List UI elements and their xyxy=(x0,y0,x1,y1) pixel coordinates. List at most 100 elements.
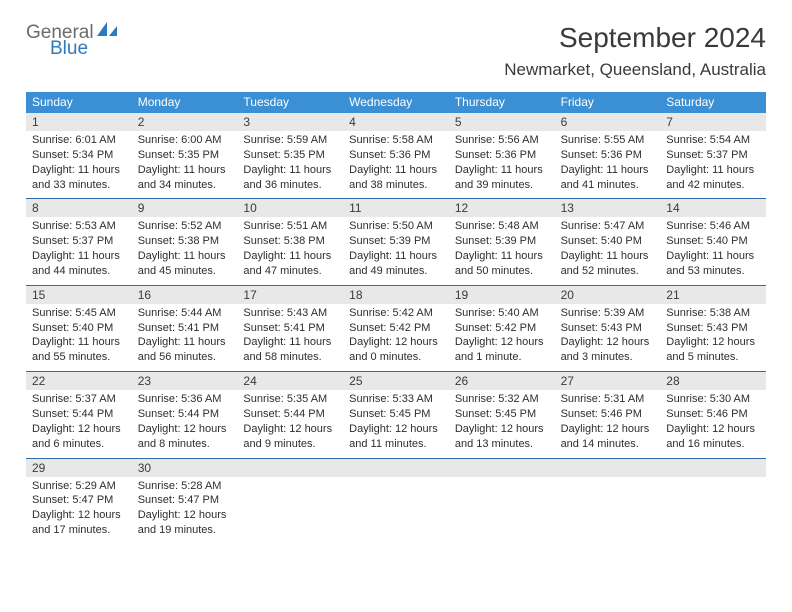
sunset-text: Sunset: 5:43 PM xyxy=(561,321,655,336)
daylight-text: Daylight: 11 hours and 33 minutes. xyxy=(32,163,126,193)
day-data: Sunrise: 5:50 AMSunset: 5:39 PMDaylight:… xyxy=(343,217,449,284)
daylight-text: Daylight: 12 hours and 0 minutes. xyxy=(349,335,443,365)
day-data: Sunrise: 5:47 AMSunset: 5:40 PMDaylight:… xyxy=(555,217,661,284)
day-number xyxy=(449,459,555,477)
calendar-cell xyxy=(237,459,343,544)
day-header: Thursday xyxy=(449,92,555,113)
sunset-text: Sunset: 5:45 PM xyxy=(349,407,443,422)
sunrise-text: Sunrise: 5:32 AM xyxy=(455,392,549,407)
day-data: Sunrise: 5:52 AMSunset: 5:38 PMDaylight:… xyxy=(132,217,238,284)
day-number: 2 xyxy=(132,113,238,131)
daylight-text: Daylight: 12 hours and 17 minutes. xyxy=(32,508,126,538)
sunrise-text: Sunrise: 5:28 AM xyxy=(138,479,232,494)
daylight-text: Daylight: 11 hours and 52 minutes. xyxy=(561,249,655,279)
daylight-text: Daylight: 12 hours and 8 minutes. xyxy=(138,422,232,452)
day-data: Sunrise: 5:48 AMSunset: 5:39 PMDaylight:… xyxy=(449,217,555,284)
sunset-text: Sunset: 5:46 PM xyxy=(666,407,760,422)
day-number: 24 xyxy=(237,372,343,390)
day-number xyxy=(555,459,661,477)
sunrise-text: Sunrise: 5:35 AM xyxy=(243,392,337,407)
sunset-text: Sunset: 5:35 PM xyxy=(138,148,232,163)
daylight-text: Daylight: 11 hours and 36 minutes. xyxy=(243,163,337,193)
day-data: Sunrise: 5:51 AMSunset: 5:38 PMDaylight:… xyxy=(237,217,343,284)
sunrise-text: Sunrise: 5:42 AM xyxy=(349,306,443,321)
day-number: 23 xyxy=(132,372,238,390)
daylight-text: Daylight: 11 hours and 42 minutes. xyxy=(666,163,760,193)
calendar-cell: 27Sunrise: 5:31 AMSunset: 5:46 PMDayligh… xyxy=(555,372,661,457)
sunrise-text: Sunrise: 5:40 AM xyxy=(455,306,549,321)
sunrise-text: Sunrise: 5:44 AM xyxy=(138,306,232,321)
sunrise-text: Sunrise: 5:45 AM xyxy=(32,306,126,321)
sunset-text: Sunset: 5:47 PM xyxy=(32,493,126,508)
daylight-text: Daylight: 11 hours and 56 minutes. xyxy=(138,335,232,365)
day-number: 15 xyxy=(26,286,132,304)
day-data: Sunrise: 6:01 AMSunset: 5:34 PMDaylight:… xyxy=(26,131,132,198)
sunset-text: Sunset: 5:44 PM xyxy=(243,407,337,422)
sunrise-text: Sunrise: 6:00 AM xyxy=(138,133,232,148)
sunset-text: Sunset: 5:36 PM xyxy=(349,148,443,163)
day-data xyxy=(343,477,449,535)
daylight-text: Daylight: 11 hours and 38 minutes. xyxy=(349,163,443,193)
daylight-text: Daylight: 11 hours and 45 minutes. xyxy=(138,249,232,279)
day-number: 19 xyxy=(449,286,555,304)
day-number: 22 xyxy=(26,372,132,390)
day-number: 29 xyxy=(26,459,132,477)
day-data: Sunrise: 5:45 AMSunset: 5:40 PMDaylight:… xyxy=(26,304,132,371)
day-data: Sunrise: 5:44 AMSunset: 5:41 PMDaylight:… xyxy=(132,304,238,371)
sunrise-text: Sunrise: 5:54 AM xyxy=(666,133,760,148)
sunset-text: Sunset: 5:34 PM xyxy=(32,148,126,163)
day-data: Sunrise: 5:42 AMSunset: 5:42 PMDaylight:… xyxy=(343,304,449,371)
day-number: 20 xyxy=(555,286,661,304)
day-number: 11 xyxy=(343,199,449,217)
calendar-cell: 25Sunrise: 5:33 AMSunset: 5:45 PMDayligh… xyxy=(343,372,449,457)
day-data: Sunrise: 5:54 AMSunset: 5:37 PMDaylight:… xyxy=(660,131,766,198)
calendar-cell: 28Sunrise: 5:30 AMSunset: 5:46 PMDayligh… xyxy=(660,372,766,457)
calendar-cell: 22Sunrise: 5:37 AMSunset: 5:44 PMDayligh… xyxy=(26,372,132,457)
calendar-cell: 10Sunrise: 5:51 AMSunset: 5:38 PMDayligh… xyxy=(237,199,343,284)
calendar-cell xyxy=(660,459,766,544)
sunset-text: Sunset: 5:45 PM xyxy=(455,407,549,422)
day-data xyxy=(449,477,555,535)
day-header: Saturday xyxy=(660,92,766,113)
day-number: 27 xyxy=(555,372,661,390)
day-number: 8 xyxy=(26,199,132,217)
calendar-cell: 5Sunrise: 5:56 AMSunset: 5:36 PMDaylight… xyxy=(449,113,555,198)
daylight-text: Daylight: 11 hours and 53 minutes. xyxy=(666,249,760,279)
daylight-text: Daylight: 12 hours and 14 minutes. xyxy=(561,422,655,452)
sunrise-text: Sunrise: 5:58 AM xyxy=(349,133,443,148)
calendar-cell: 1Sunrise: 6:01 AMSunset: 5:34 PMDaylight… xyxy=(26,113,132,198)
calendar-cell: 15Sunrise: 5:45 AMSunset: 5:40 PMDayligh… xyxy=(26,286,132,371)
week-row: 1Sunrise: 6:01 AMSunset: 5:34 PMDaylight… xyxy=(26,113,766,198)
day-data: Sunrise: 5:43 AMSunset: 5:41 PMDaylight:… xyxy=(237,304,343,371)
sunrise-text: Sunrise: 5:39 AM xyxy=(561,306,655,321)
sunrise-text: Sunrise: 5:36 AM xyxy=(138,392,232,407)
day-data: Sunrise: 5:35 AMSunset: 5:44 PMDaylight:… xyxy=(237,390,343,457)
day-number: 14 xyxy=(660,199,766,217)
sunrise-text: Sunrise: 5:46 AM xyxy=(666,219,760,234)
day-number: 17 xyxy=(237,286,343,304)
daylight-text: Daylight: 11 hours and 41 minutes. xyxy=(561,163,655,193)
title-block: September 2024 Newmarket, Queensland, Au… xyxy=(504,22,766,80)
daylight-text: Daylight: 12 hours and 11 minutes. xyxy=(349,422,443,452)
sunset-text: Sunset: 5:38 PM xyxy=(243,234,337,249)
day-number: 3 xyxy=(237,113,343,131)
day-number xyxy=(237,459,343,477)
sunrise-text: Sunrise: 5:59 AM xyxy=(243,133,337,148)
sunrise-text: Sunrise: 5:50 AM xyxy=(349,219,443,234)
logo: General Blue xyxy=(26,22,119,58)
sunset-text: Sunset: 5:35 PM xyxy=(243,148,337,163)
calendar-cell xyxy=(343,459,449,544)
calendar-cell: 18Sunrise: 5:42 AMSunset: 5:42 PMDayligh… xyxy=(343,286,449,371)
sunrise-text: Sunrise: 5:51 AM xyxy=(243,219,337,234)
day-number: 7 xyxy=(660,113,766,131)
sunset-text: Sunset: 5:37 PM xyxy=(32,234,126,249)
day-data: Sunrise: 5:28 AMSunset: 5:47 PMDaylight:… xyxy=(132,477,238,544)
location-text: Newmarket, Queensland, Australia xyxy=(504,60,766,80)
calendar-cell xyxy=(449,459,555,544)
day-headers-row: SundayMondayTuesdayWednesdayThursdayFrid… xyxy=(26,92,766,113)
daylight-text: Daylight: 12 hours and 5 minutes. xyxy=(666,335,760,365)
day-data: Sunrise: 5:33 AMSunset: 5:45 PMDaylight:… xyxy=(343,390,449,457)
day-data xyxy=(555,477,661,535)
day-data: Sunrise: 5:30 AMSunset: 5:46 PMDaylight:… xyxy=(660,390,766,457)
day-number: 1 xyxy=(26,113,132,131)
